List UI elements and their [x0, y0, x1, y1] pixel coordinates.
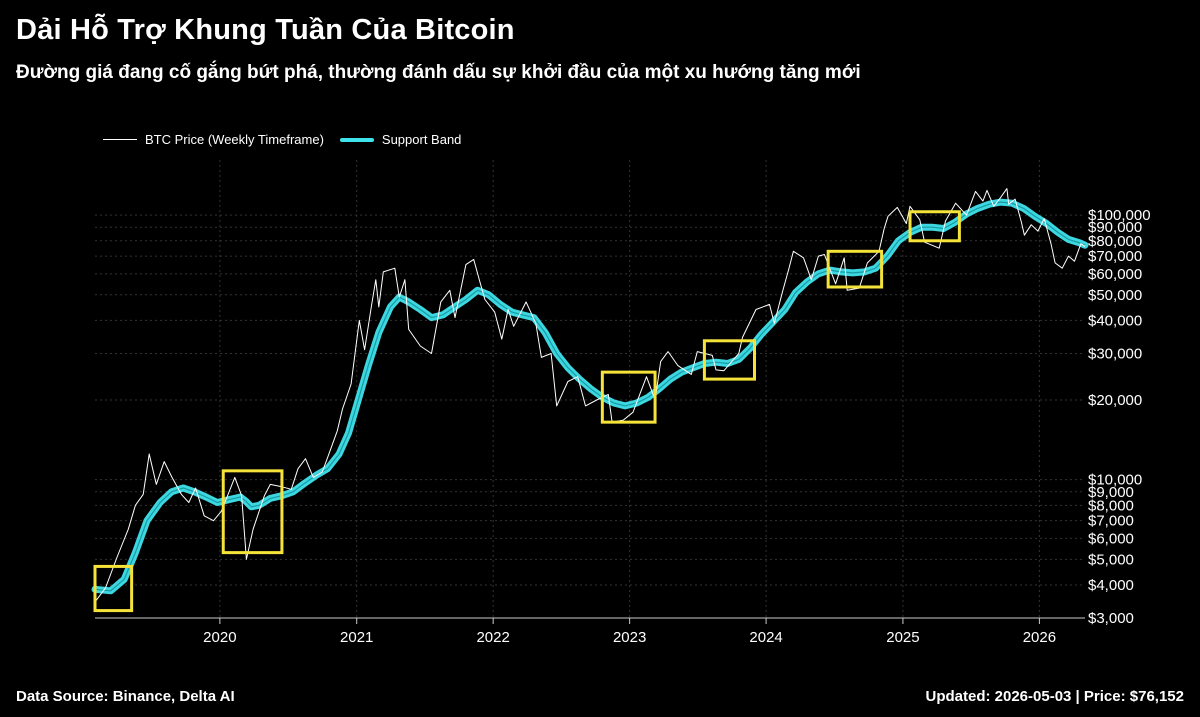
highlight-box-5: [826, 249, 884, 289]
legend-band-label: Support Band: [381, 132, 462, 147]
y-tick-label: $4,000: [1088, 577, 1134, 594]
data-source: Data Source: Binance, Delta AI: [16, 688, 235, 705]
y-tick-label: $30,000: [1088, 345, 1142, 362]
y-tick-label: $9,000: [1088, 484, 1134, 501]
legend-item-band: Support Band: [339, 132, 462, 147]
y-tick-label: $40,000: [1088, 312, 1142, 329]
update-info: Updated: 2026-05-03 | Price: $76,152: [925, 688, 1184, 705]
y-tick-label: $70,000: [1088, 248, 1142, 265]
y-tick-label: $20,000: [1088, 392, 1142, 409]
btc-price-line: [94, 188, 1086, 603]
highlight-box-3: [600, 370, 657, 424]
legend-item-price: BTC Price (Weekly Timeframe): [103, 132, 324, 147]
x-tick-label: 2026: [1023, 629, 1056, 646]
highlight-box-6: [908, 210, 961, 243]
y-tick-label: $6,000: [1088, 530, 1134, 547]
legend: BTC Price (Weekly Timeframe) Support Ban…: [103, 132, 477, 147]
support-band-core: [94, 201, 1086, 592]
y-tick-label: $8,000: [1088, 497, 1134, 514]
y-tick-label: $60,000: [1088, 266, 1142, 283]
y-tick-label: $3,000: [1088, 610, 1134, 627]
y-tick-label: $7,000: [1088, 513, 1134, 530]
legend-band-swatch: [339, 137, 374, 142]
legend-price-label: BTC Price (Weekly Timeframe): [145, 132, 324, 147]
highlight-box-1: [93, 564, 134, 613]
x-tick-label: 2024: [749, 629, 782, 646]
legend-price-swatch: [103, 139, 137, 140]
x-tick-label: 2021: [340, 629, 373, 646]
chart-subtitle: Đường giá đang cố gắng bứt phá, thường đ…: [16, 62, 861, 83]
chart-title: Dải Hỗ Trợ Khung Tuần Của Bitcoin: [16, 14, 515, 46]
y-tick-label: $80,000: [1088, 233, 1142, 250]
y-tick-label: $5,000: [1088, 551, 1134, 568]
y-tick-label: $100,000: [1088, 207, 1151, 224]
x-tick-label: 2022: [476, 629, 509, 646]
support-band-line: [91, 198, 1089, 595]
x-tick-label: 2023: [613, 629, 646, 646]
y-tick-label: $10,000: [1088, 472, 1142, 489]
highlight-box-2: [221, 469, 284, 555]
highlight-box-4: [702, 339, 757, 381]
x-tick-label: 2025: [886, 629, 919, 646]
y-tick-label: $50,000: [1088, 287, 1142, 304]
x-tick-label: 2020: [203, 629, 236, 646]
y-tick-label: $90,000: [1088, 219, 1142, 236]
